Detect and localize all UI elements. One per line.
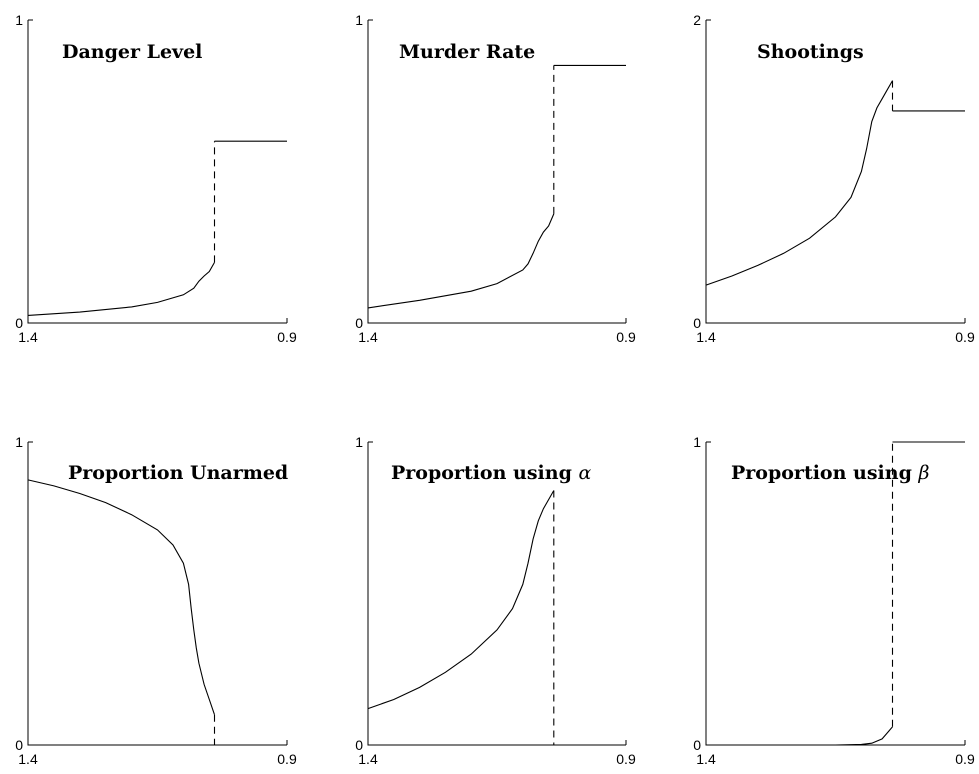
series-line (27, 262, 215, 316)
chart-title: Proportion using α (391, 462, 591, 484)
chart-title: Proportion Unarmed (68, 462, 288, 484)
title-symbol: α (578, 462, 591, 484)
title-symbol: β (917, 462, 929, 484)
chart-panel: 0 1 1.4 0.9 Danger Level (15, 12, 297, 345)
x-tick-label: 1.4 (358, 329, 378, 345)
y-tick-label: 0 (355, 737, 363, 753)
y-tick-label: 0 (693, 737, 701, 753)
series-line (706, 726, 893, 746)
y-tick-label: 0 (15, 737, 23, 753)
chart-title: Shootings (757, 41, 864, 63)
chart-panel: 0 1 1.4 0.9 Murder Rate (355, 12, 636, 345)
axis-lines (705, 442, 965, 746)
series-line (367, 490, 555, 710)
series-line (27, 479, 216, 715)
chart-panel: 0 1 1.4 0.9 Proportion using β (693, 434, 975, 767)
axis-lines (27, 20, 287, 324)
x-tick-label: 1.4 (696, 751, 716, 767)
series-line (705, 80, 893, 286)
axis-lines (367, 20, 626, 324)
y-tick-label: 1 (15, 434, 23, 450)
y-tick-label: 0 (693, 315, 701, 331)
series-line (367, 213, 555, 309)
chart-panel: 0 1 1.4 0.9 Proportion Unarmed (15, 434, 297, 767)
axis-lines (705, 20, 965, 324)
y-tick-label: 1 (693, 434, 701, 450)
x-tick-label: 0.9 (277, 329, 297, 345)
axis-lines (367, 442, 626, 746)
axis-lines (27, 442, 287, 746)
y-tick-label: 0 (355, 315, 363, 331)
y-tick-label: 1 (15, 12, 23, 28)
chart-panel: 0 2 1.4 0.9 Shootings (693, 12, 975, 345)
x-tick-label: 1.4 (18, 329, 38, 345)
chart-title: Proportion using β (731, 462, 929, 484)
chart-panel: 0 1 1.4 0.9 Proportion using α (355, 434, 636, 767)
y-tick-label: 1 (355, 434, 363, 450)
x-tick-label: 0.9 (955, 329, 975, 345)
x-tick-label: 1.4 (18, 751, 38, 767)
x-tick-label: 1.4 (696, 329, 716, 345)
chart-title: Murder Rate (399, 41, 535, 63)
x-tick-label: 0.9 (955, 751, 975, 767)
y-tick-label: 1 (355, 12, 363, 28)
y-tick-label: 0 (15, 315, 23, 331)
y-tick-label: 2 (693, 12, 701, 28)
x-tick-label: 1.4 (358, 751, 378, 767)
x-tick-label: 0.9 (277, 751, 297, 767)
x-tick-label: 0.9 (616, 329, 636, 345)
x-tick-label: 0.9 (616, 751, 636, 767)
chart-title: Danger Level (62, 41, 202, 63)
